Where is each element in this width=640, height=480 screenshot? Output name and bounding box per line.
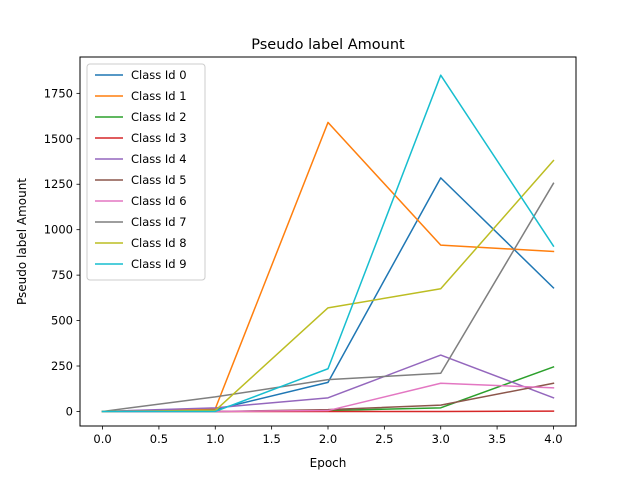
x-tick-label: 1.5 bbox=[262, 432, 280, 446]
legend-label-class-5: Class Id 5 bbox=[131, 173, 187, 187]
y-axis-label: Pseudo label Amount bbox=[15, 178, 29, 305]
series-line-class-4 bbox=[101, 354, 555, 413]
legend-box bbox=[86, 63, 206, 281]
y-tick-label: 1250 bbox=[44, 177, 73, 191]
legend-label-class-8: Class Id 8 bbox=[131, 236, 187, 250]
legend-label-class-0: Class Id 0 bbox=[131, 68, 187, 82]
legend: Class Id 0 Class Id 1 Class Id 2 Class Id 3… bbox=[86, 63, 206, 281]
x-tick-label: 0.5 bbox=[150, 432, 168, 446]
y-axis: 0 250 500 750 1000 1250 1500 1750 bbox=[44, 86, 80, 418]
legend-label-class-2: Class Id 2 bbox=[131, 110, 187, 124]
x-tick-label: 3.5 bbox=[488, 432, 506, 446]
legend-label-class-3: Class Id 3 bbox=[131, 131, 187, 145]
legend-label-class-4: Class Id 4 bbox=[131, 152, 187, 166]
x-tick-label: 1.0 bbox=[206, 432, 224, 446]
legend-label-class-6: Class Id 6 bbox=[131, 194, 187, 208]
chart-title: Pseudo label Amount bbox=[251, 37, 405, 53]
y-tick-label: 250 bbox=[51, 359, 73, 373]
x-tick-label: 2.0 bbox=[319, 432, 337, 446]
x-tick-label: 2.5 bbox=[375, 432, 393, 446]
y-tick-label: 750 bbox=[51, 268, 73, 282]
legend-label-class-1: Class Id 1 bbox=[131, 89, 187, 103]
x-axis-label: Epoch bbox=[310, 456, 347, 470]
x-tick-label: 4.0 bbox=[544, 432, 562, 446]
series-layer bbox=[101, 74, 555, 413]
legend-label-class-7: Class Id 7 bbox=[131, 215, 187, 229]
x-tick-label: 3.0 bbox=[432, 432, 450, 446]
legend-label-class-9: Class Id 9 bbox=[131, 257, 187, 271]
y-tick-label: 500 bbox=[51, 314, 73, 328]
y-tick-label: 1750 bbox=[44, 86, 73, 100]
y-tick-label: 1000 bbox=[44, 223, 73, 237]
series-line-class-9 bbox=[101, 74, 555, 413]
series-line-class-7 bbox=[101, 182, 555, 413]
x-axis: 0.0 0.5 1.0 1.5 2.0 2.5 3.0 3.5 4.0 bbox=[93, 426, 563, 446]
y-tick-label: 0 bbox=[66, 404, 73, 418]
y-tick-label: 1500 bbox=[44, 132, 73, 146]
x-tick-label: 0.0 bbox=[93, 432, 111, 446]
